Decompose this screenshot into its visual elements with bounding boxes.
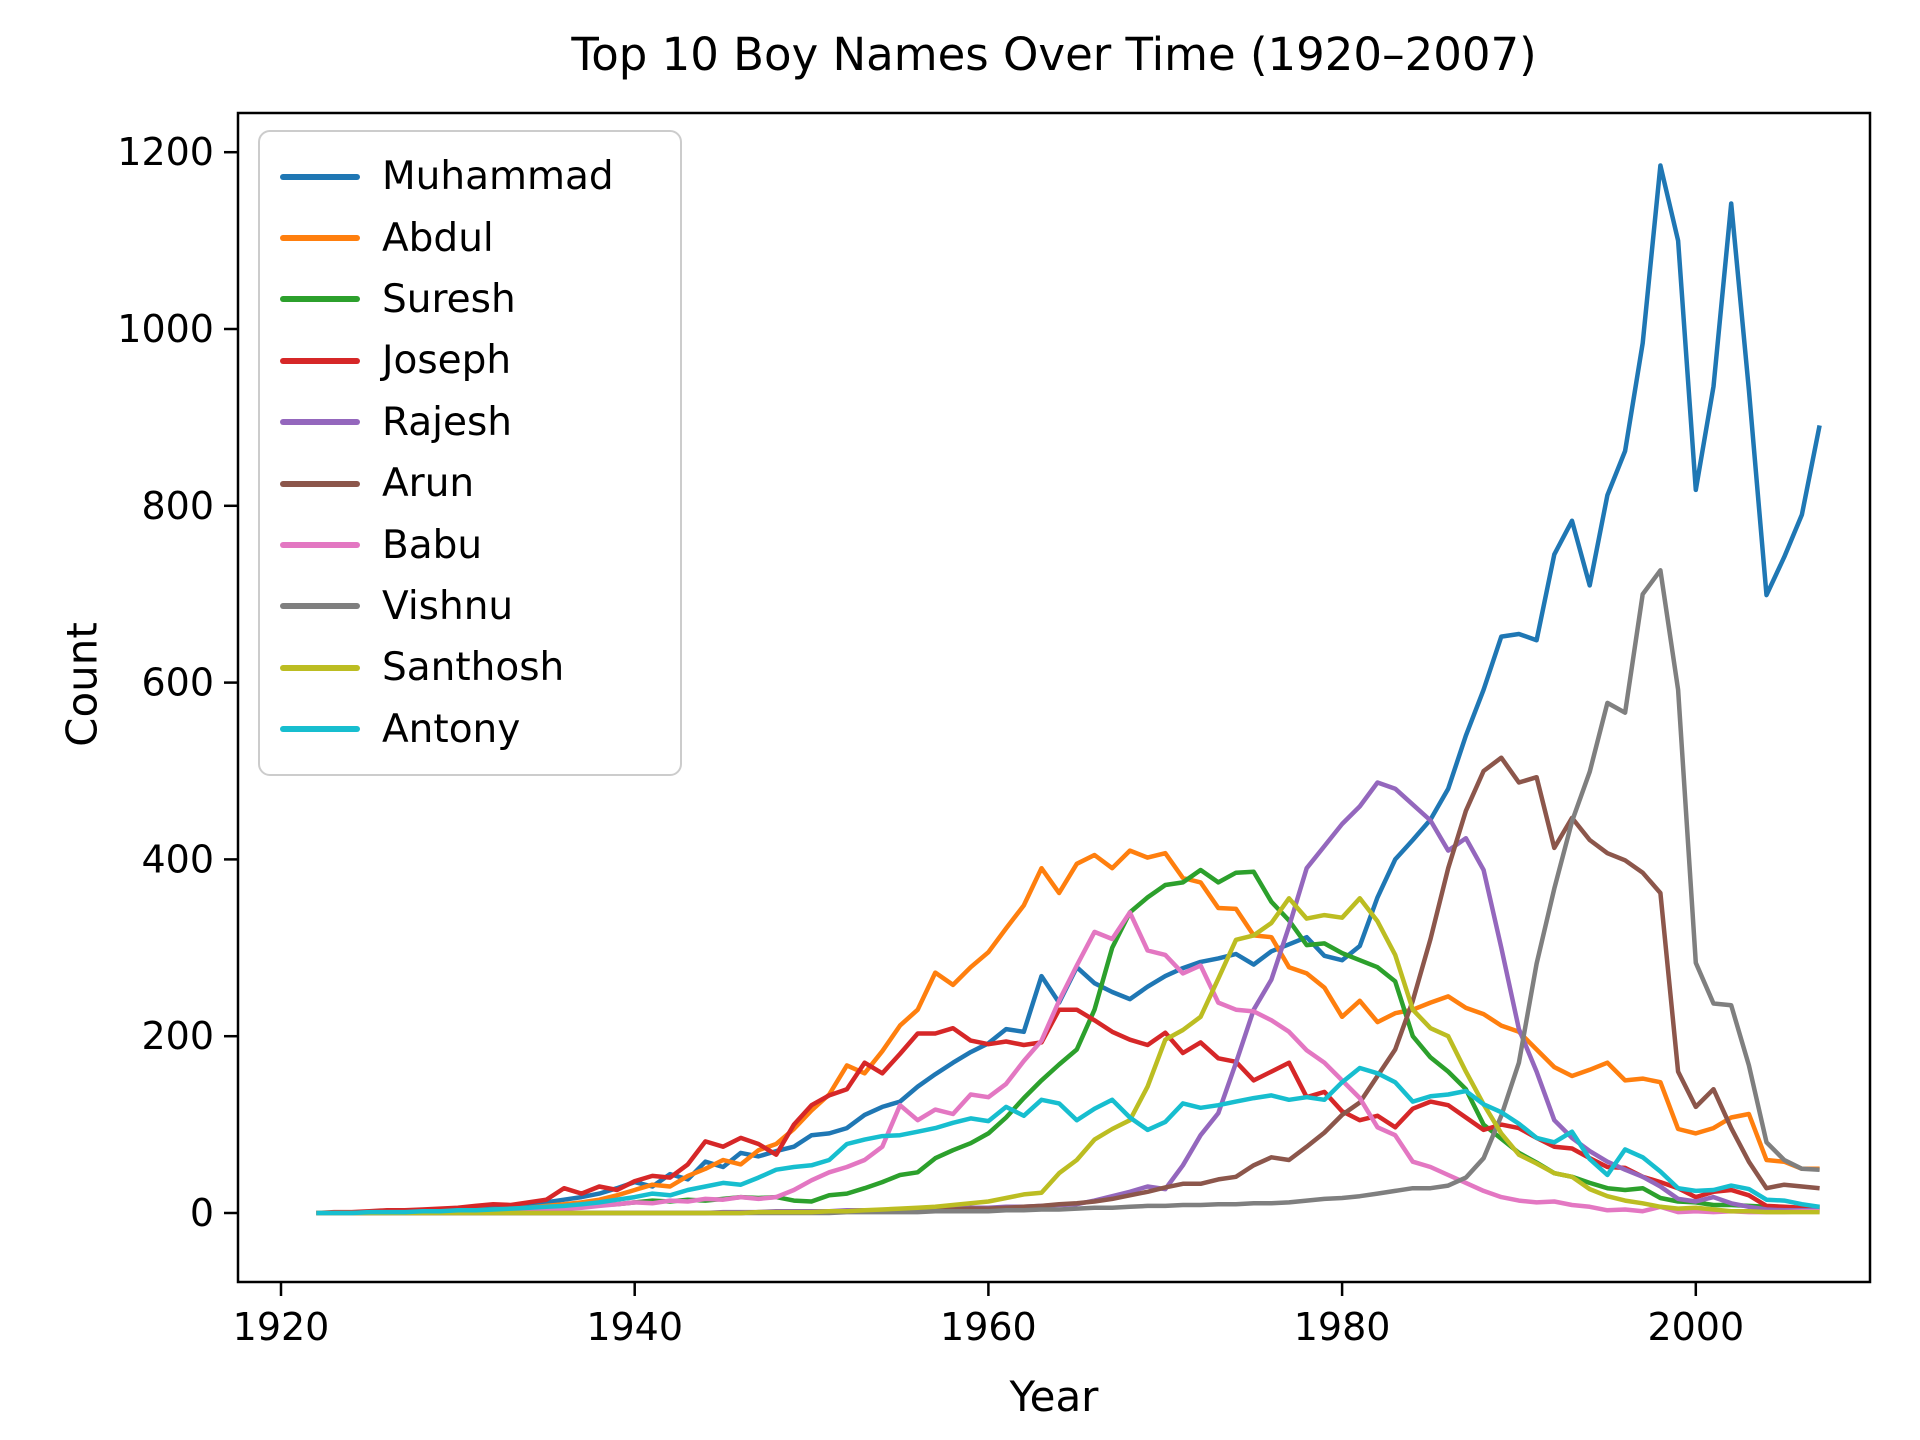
legend-line-icon — [280, 419, 360, 426]
x-tick-label: 1980 — [1294, 1305, 1391, 1349]
y-tick-label: 1000 — [117, 307, 214, 351]
legend-line-icon — [280, 664, 360, 671]
legend-label: Arun — [382, 461, 475, 507]
x-tick-label: 1920 — [233, 1305, 330, 1349]
y-tick-label: 600 — [141, 661, 214, 705]
series-line-babu — [316, 910, 1820, 1216]
y-tick-label: 1200 — [117, 130, 214, 174]
y-tick-label: 0 — [190, 1191, 214, 1235]
legend-label: Joseph — [382, 338, 512, 384]
x-tick-label: 1940 — [586, 1305, 683, 1349]
legend-line-icon — [280, 173, 360, 180]
y-tick-label: 200 — [141, 1014, 214, 1058]
legend-line-icon — [280, 357, 360, 364]
legend-item-joseph: Joseph — [280, 341, 680, 380]
legend-item-rajesh: Rajesh — [280, 403, 680, 442]
legend-label: Rajesh — [382, 399, 513, 445]
legend-label: Muhammad — [382, 154, 614, 200]
y-axis-label: Count — [57, 622, 107, 747]
legend-item-abdul: Abdul — [280, 219, 680, 258]
x-tick-label: 2000 — [1647, 1305, 1744, 1349]
series-line-joseph — [316, 1007, 1820, 1216]
series-line-antony — [316, 1065, 1820, 1216]
legend-item-vishnu: Vishnu — [280, 587, 680, 626]
legend-item-babu: Babu — [280, 526, 680, 565]
chart-title: Top 10 Boy Names Over Time (1920–2007) — [571, 28, 1537, 81]
axes-spines — [236, 111, 1872, 1284]
legend-label: Antony — [382, 706, 521, 752]
legend-label: Suresh — [382, 276, 516, 322]
legend-item-arun: Arun — [280, 464, 680, 503]
legend-line-icon — [280, 603, 360, 610]
y-tick-label: 800 — [141, 484, 214, 528]
legend-line-icon — [280, 235, 360, 242]
legend-line-icon — [280, 542, 360, 549]
legend-line-icon — [280, 480, 360, 487]
x-axis-label: Year — [1009, 1372, 1099, 1421]
legend-item-muhammad: Muhammad — [280, 157, 680, 196]
x-tick-label: 1960 — [940, 1305, 1037, 1349]
legend-line-icon — [280, 726, 360, 733]
legend-label: Babu — [382, 522, 483, 568]
series-line-santhosh — [316, 896, 1820, 1216]
legend-label: Vishnu — [382, 583, 514, 629]
legend-item-antony: Antony — [280, 710, 680, 749]
legend-label: Santhosh — [382, 645, 565, 691]
legend-label: Abdul — [382, 215, 494, 261]
legend-item-suresh: Suresh — [280, 280, 680, 319]
y-tick-label: 400 — [141, 837, 214, 881]
legend-item-santhosh: Santhosh — [280, 648, 680, 687]
series-line-rajesh — [316, 780, 1820, 1216]
legend: Muhammad Abdul Suresh Joseph Rajesh Arun Babu V… — [258, 130, 682, 776]
legend-line-icon — [280, 296, 360, 303]
